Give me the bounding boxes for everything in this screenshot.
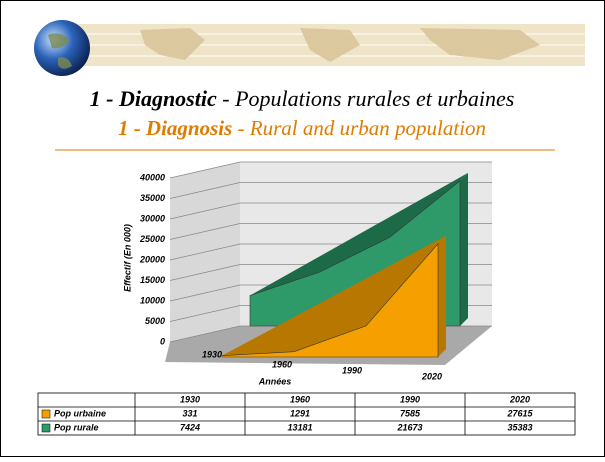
y-tick-label: 5000 [145, 316, 165, 326]
x-axis-label: Années [258, 376, 292, 386]
area-side [460, 173, 468, 326]
y-tick-label: 10000 [140, 295, 165, 305]
y-tick-label: 40000 [139, 172, 165, 182]
table-header: 1990 [400, 394, 420, 404]
table-cell: 7424 [180, 422, 200, 432]
y-axis-label: Effectif (En 000) [122, 224, 132, 292]
y-tick-label: 0 [160, 336, 165, 346]
area-side [438, 236, 446, 357]
page: 1 - Diagnostic - Populations rurales et … [0, 0, 605, 462]
table-header: 2020 [509, 394, 530, 404]
x-tick-label: 1990 [342, 365, 362, 375]
legend-swatch [42, 410, 50, 418]
title-rest: - Rural and urban population [238, 116, 487, 140]
y-tick-label: 30000 [140, 213, 165, 223]
title-lead: 1 - Diagnostic [90, 86, 217, 111]
y-tick-label: 25000 [139, 234, 165, 244]
title-lead: 1 - Diagnosis [118, 116, 232, 140]
y-tick-label: 15000 [140, 275, 165, 285]
y-tick-label: 35000 [140, 193, 165, 203]
table-cell: 13181 [287, 422, 312, 432]
title-fr: 1 - Diagnostic - Populations rurales et … [90, 86, 515, 111]
legend-swatch [42, 424, 50, 432]
x-tick-label: 1960 [272, 359, 292, 369]
data-table: 1930 1960 1990 2020 Pop urbaine 331 1291 7585 27… [38, 393, 575, 435]
title-rest: - Populations rurales et urbaines [222, 86, 514, 111]
table-cell: 7585 [400, 408, 421, 418]
table-cell: 331 [182, 408, 197, 418]
table-cell: 1291 [290, 408, 310, 418]
table-cell: 21673 [396, 422, 422, 432]
table-cell: 35383 [507, 422, 532, 432]
legend-label: Pop rurale [54, 422, 99, 432]
x-tick-label: 2020 [421, 371, 442, 381]
title-en: 1 - Diagnosis - Rural and urban populati… [118, 116, 486, 140]
table-header: 1930 [180, 394, 200, 404]
slide: 1 - Diagnostic - Populations rurales et … [0, 0, 605, 457]
table-header: 1960 [290, 394, 310, 404]
y-tick-label: 20000 [139, 254, 165, 264]
legend-label: Pop urbaine [54, 408, 106, 418]
x-tick-label: 1930 [202, 349, 222, 359]
table-cell: 27615 [506, 408, 533, 418]
